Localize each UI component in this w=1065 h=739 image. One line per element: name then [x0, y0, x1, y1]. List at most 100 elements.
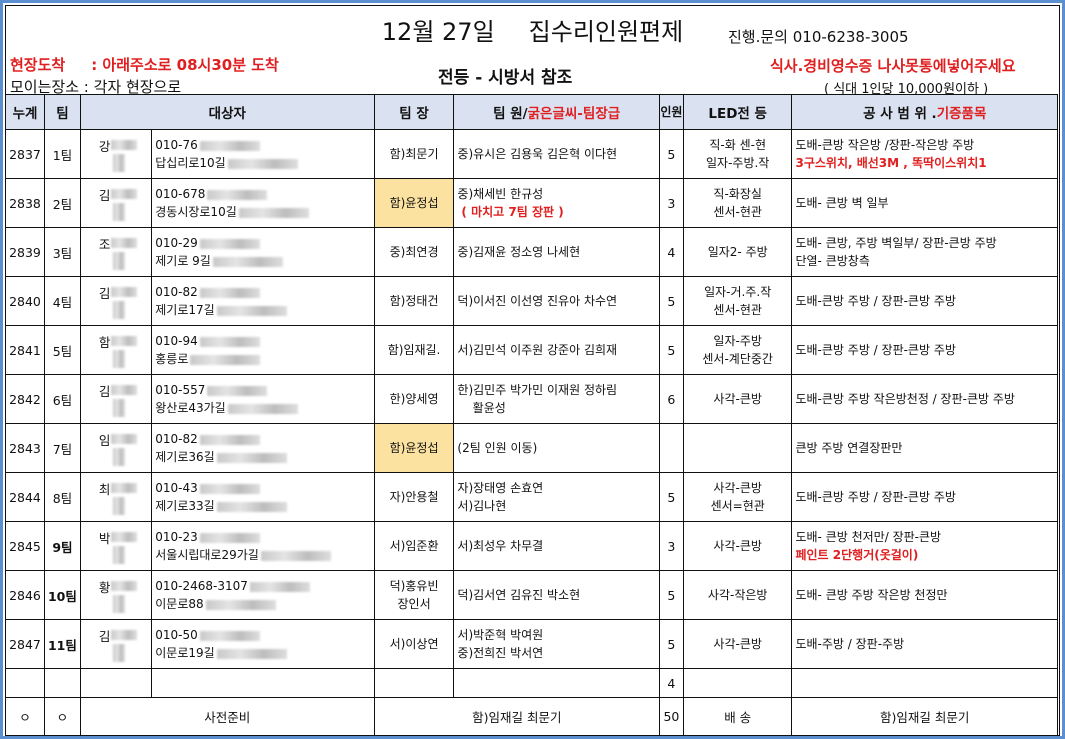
- row-name: 김: [79, 619, 153, 669]
- row-leader: 함)윤정섭: [373, 178, 455, 228]
- row-phone: 010-43: [155, 481, 198, 495]
- blurred-address: [216, 452, 287, 463]
- members-line-2: 중)전희진 박서연: [457, 646, 544, 660]
- row-name: 김: [79, 374, 153, 424]
- col-scope-note: 기증품목: [936, 106, 987, 122]
- blank-row-count: 4: [658, 668, 684, 698]
- members-line-1: 한)김민주 박가민 이재원 정하림: [457, 383, 618, 397]
- leader-name: 중)최연경: [389, 245, 439, 259]
- table-row: 2842 6팀 김 010-557 왕산로43가길 한)양세영 한)김민주 박가민…: [5, 374, 1058, 424]
- blurred-name: [112, 448, 125, 466]
- footer-c2: ㅇ: [43, 697, 81, 736]
- footer-prep-staff: 함)임재길 최문기: [373, 697, 660, 736]
- table-row: 2841 5팀 함 010-94 홍릉로 함)임재길. 서)김민석 이주원 강준아…: [5, 325, 1058, 375]
- blurred-phone: [199, 483, 260, 494]
- blurred-name: [110, 483, 137, 493]
- blurred-phone: [199, 336, 260, 347]
- col-leader: 팀 장: [373, 94, 455, 130]
- col-members-label: 팀 원/: [493, 106, 528, 122]
- table-row: 2844 8팀 최 010-43 제기로33길 자)안용철 자)장태영 손효연 서)…: [5, 472, 1058, 522]
- blurred-phone: [249, 581, 310, 592]
- row-address: 제기로36길: [155, 450, 215, 464]
- leader-name-2: 장인서: [397, 597, 431, 611]
- row-address: 왕산로43가길: [155, 401, 226, 415]
- scope-line-1: 도배-큰방 주방 작은방천정 / 장판-큰방 주방: [795, 392, 1015, 406]
- row-name: 김: [79, 178, 153, 228]
- blurred-name: [112, 399, 125, 417]
- gathering-place: 모이는장소 : 각자 현장으로: [10, 78, 182, 96]
- table-row: 2838 2팀 김 010-678 경동시장로10길 함)윤정섭 중)채세빈 한규…: [5, 178, 1058, 228]
- blurred-address: [190, 354, 261, 365]
- table-row: 2847 11팀 김 010-50 이문로19길 서)이상연 서)박준혁 박여원 중…: [5, 619, 1058, 669]
- name-initial: 박: [98, 531, 111, 546]
- row-leader: 서)이상연: [373, 619, 455, 669]
- row-leader: 서)임준환: [373, 521, 455, 571]
- row-name: 함: [79, 325, 153, 375]
- row-headcount: 5: [658, 619, 684, 669]
- col-scope-label: 공 사 범 위 .: [863, 106, 937, 122]
- row-headcount: 3: [658, 178, 684, 228]
- led-line-2: 센서=현관: [710, 499, 765, 513]
- row-led: 일자2- 주방: [682, 227, 793, 277]
- led-line-1: 일자-거.주.작: [704, 285, 772, 299]
- blurred-name: [110, 238, 137, 248]
- row-phone: 010-82: [155, 432, 198, 446]
- col-members: 팀 원/굵은글씨-팀장급: [453, 94, 660, 130]
- led-line-2: 센서-계단중간: [702, 352, 773, 366]
- name-initial: 조: [98, 237, 111, 252]
- row-members: 자)장태영 손효연 서)김나현: [453, 472, 660, 522]
- leader-name: 함)최문기: [389, 147, 439, 161]
- row-members: 중)채세빈 한규성 ( 마치고 7팀 장판 ): [453, 178, 660, 228]
- blurred-name: [112, 546, 125, 564]
- blurred-name: [112, 203, 125, 221]
- members-line-1: 덕)이서진 이선영 진유아 차수연: [457, 294, 618, 308]
- scope-line-1: 도배- 큰방 주방 작은방 천정만: [795, 588, 948, 602]
- row-scope: 도배-큰방 주방 작은방천정 / 장판-큰방 주방: [791, 374, 1058, 424]
- blurred-address: [238, 207, 309, 218]
- row-team: 5팀: [43, 325, 81, 375]
- row-name: 임: [79, 423, 153, 473]
- row-led: 사각-큰방: [682, 619, 793, 669]
- name-initial: 김: [98, 629, 111, 644]
- row-scope: 도배-큰방 주방 / 장판-큰방 주방: [791, 276, 1058, 326]
- row-leader: 함)최문기: [373, 129, 455, 179]
- led-line-1: 사각-큰방: [713, 392, 762, 406]
- blurred-name: [110, 189, 137, 199]
- row-members: 덕)김서연 김유진 박소현: [453, 570, 660, 620]
- blurred-name: [112, 350, 125, 368]
- name-initial: 김: [98, 286, 111, 301]
- name-initial: 함: [98, 335, 111, 350]
- blurred-phone: [207, 189, 268, 200]
- blurred-name: [110, 630, 137, 640]
- led-line-2: 센서-현관: [713, 303, 762, 317]
- leader-name: 함)윤정섭: [389, 441, 439, 455]
- blurred-address: [212, 256, 283, 267]
- table-row: 2839 3팀 조 010-29 제기로 9길 중)최연경 중)김재윤 정소영 나…: [5, 227, 1058, 277]
- row-contact: 010-76 답십리로10길: [151, 129, 375, 179]
- table-row: 2840 4팀 김 010-82 제기로17길 함)정태건 덕)이서진 이선영 진…: [5, 276, 1058, 326]
- blank-row: 4: [5, 668, 1058, 698]
- row-address: 이문로19길: [155, 646, 215, 660]
- leader-name: 자)안용철: [389, 490, 439, 504]
- row-members: 중)김재윤 정소영 나세현: [453, 227, 660, 277]
- members-line-1: 중)채세빈 한규성: [457, 187, 544, 201]
- row-team: 11팀: [43, 619, 81, 669]
- members-note: ( 마치고 7팀 장판 ): [461, 205, 564, 219]
- row-contact: 010-50 이문로19길: [151, 619, 375, 669]
- scope-line-1: 도배-큰방 주방 / 장판-큰방 주방: [795, 343, 956, 357]
- name-initial: 최: [98, 482, 111, 497]
- row-name: 김: [79, 276, 153, 326]
- blurred-phone: [199, 434, 260, 445]
- row-team: 2팀: [43, 178, 81, 228]
- led-line-1: 사각-큰방: [713, 637, 762, 651]
- col-team: 팀: [43, 94, 81, 130]
- row-headcount: 5: [658, 472, 684, 522]
- footer-delivery: 배 송: [682, 697, 793, 736]
- footer-total: 50: [658, 697, 684, 736]
- row-headcount: 5: [658, 325, 684, 375]
- scope-line-2: 단열- 큰방창측: [795, 254, 870, 268]
- led-line-1: 직-화장실: [713, 187, 762, 201]
- name-initial: 강: [98, 139, 111, 154]
- sheet: 12월 27일 집수리인원편제 진행.문의 010-6238-3005 현장도착:…: [5, 5, 1060, 736]
- row-cumulative: 2839: [5, 227, 45, 277]
